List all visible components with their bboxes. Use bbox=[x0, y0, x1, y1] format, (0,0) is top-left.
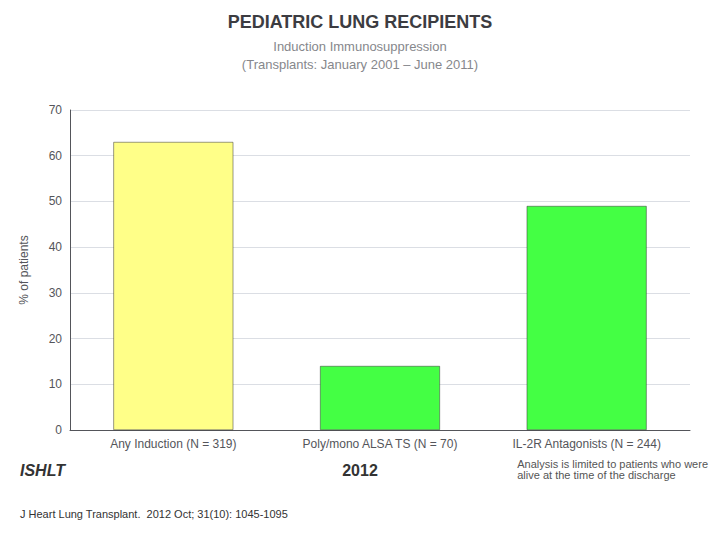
svg-text:2012: 2012 bbox=[342, 462, 378, 479]
svg-text:% of patients: % of patients bbox=[17, 235, 31, 304]
svg-text:alive at the time of the disch: alive at the time of the discharge bbox=[517, 469, 675, 481]
svg-text:40: 40 bbox=[49, 240, 63, 254]
svg-text:10: 10 bbox=[49, 377, 63, 391]
svg-text:30: 30 bbox=[49, 286, 63, 300]
svg-text:Analysis is limited to patient: Analysis is limited to patients who were bbox=[517, 457, 708, 470]
svg-text:(Transplants: January 2001 – J: (Transplants: January 2001 – June 2011) bbox=[242, 57, 478, 72]
svg-text:PEDIATRIC LUNG RECIPIENTS: PEDIATRIC LUNG RECIPIENTS bbox=[228, 12, 493, 32]
svg-text:J Heart Lung Transplant. 2012: J Heart Lung Transplant. 2012 Oct; 31(10… bbox=[20, 508, 288, 520]
svg-text:70: 70 bbox=[49, 103, 63, 117]
svg-text:Poly/mono ALSA TS (N = 70): Poly/mono ALSA TS (N = 70) bbox=[303, 437, 458, 451]
svg-text:60: 60 bbox=[49, 149, 63, 163]
svg-text:Induction Immunosuppression: Induction Immunosuppression bbox=[273, 39, 446, 54]
svg-text:0: 0 bbox=[55, 423, 62, 437]
svg-text:IL-2R Antagonists (N = 244): IL-2R Antagonists (N = 244) bbox=[512, 437, 660, 451]
svg-text:Any Induction (N = 319): Any Induction (N = 319) bbox=[110, 437, 236, 451]
svg-text:50: 50 bbox=[49, 194, 63, 208]
svg-text:ISHLT: ISHLT bbox=[20, 462, 66, 479]
svg-text:20: 20 bbox=[49, 332, 63, 346]
